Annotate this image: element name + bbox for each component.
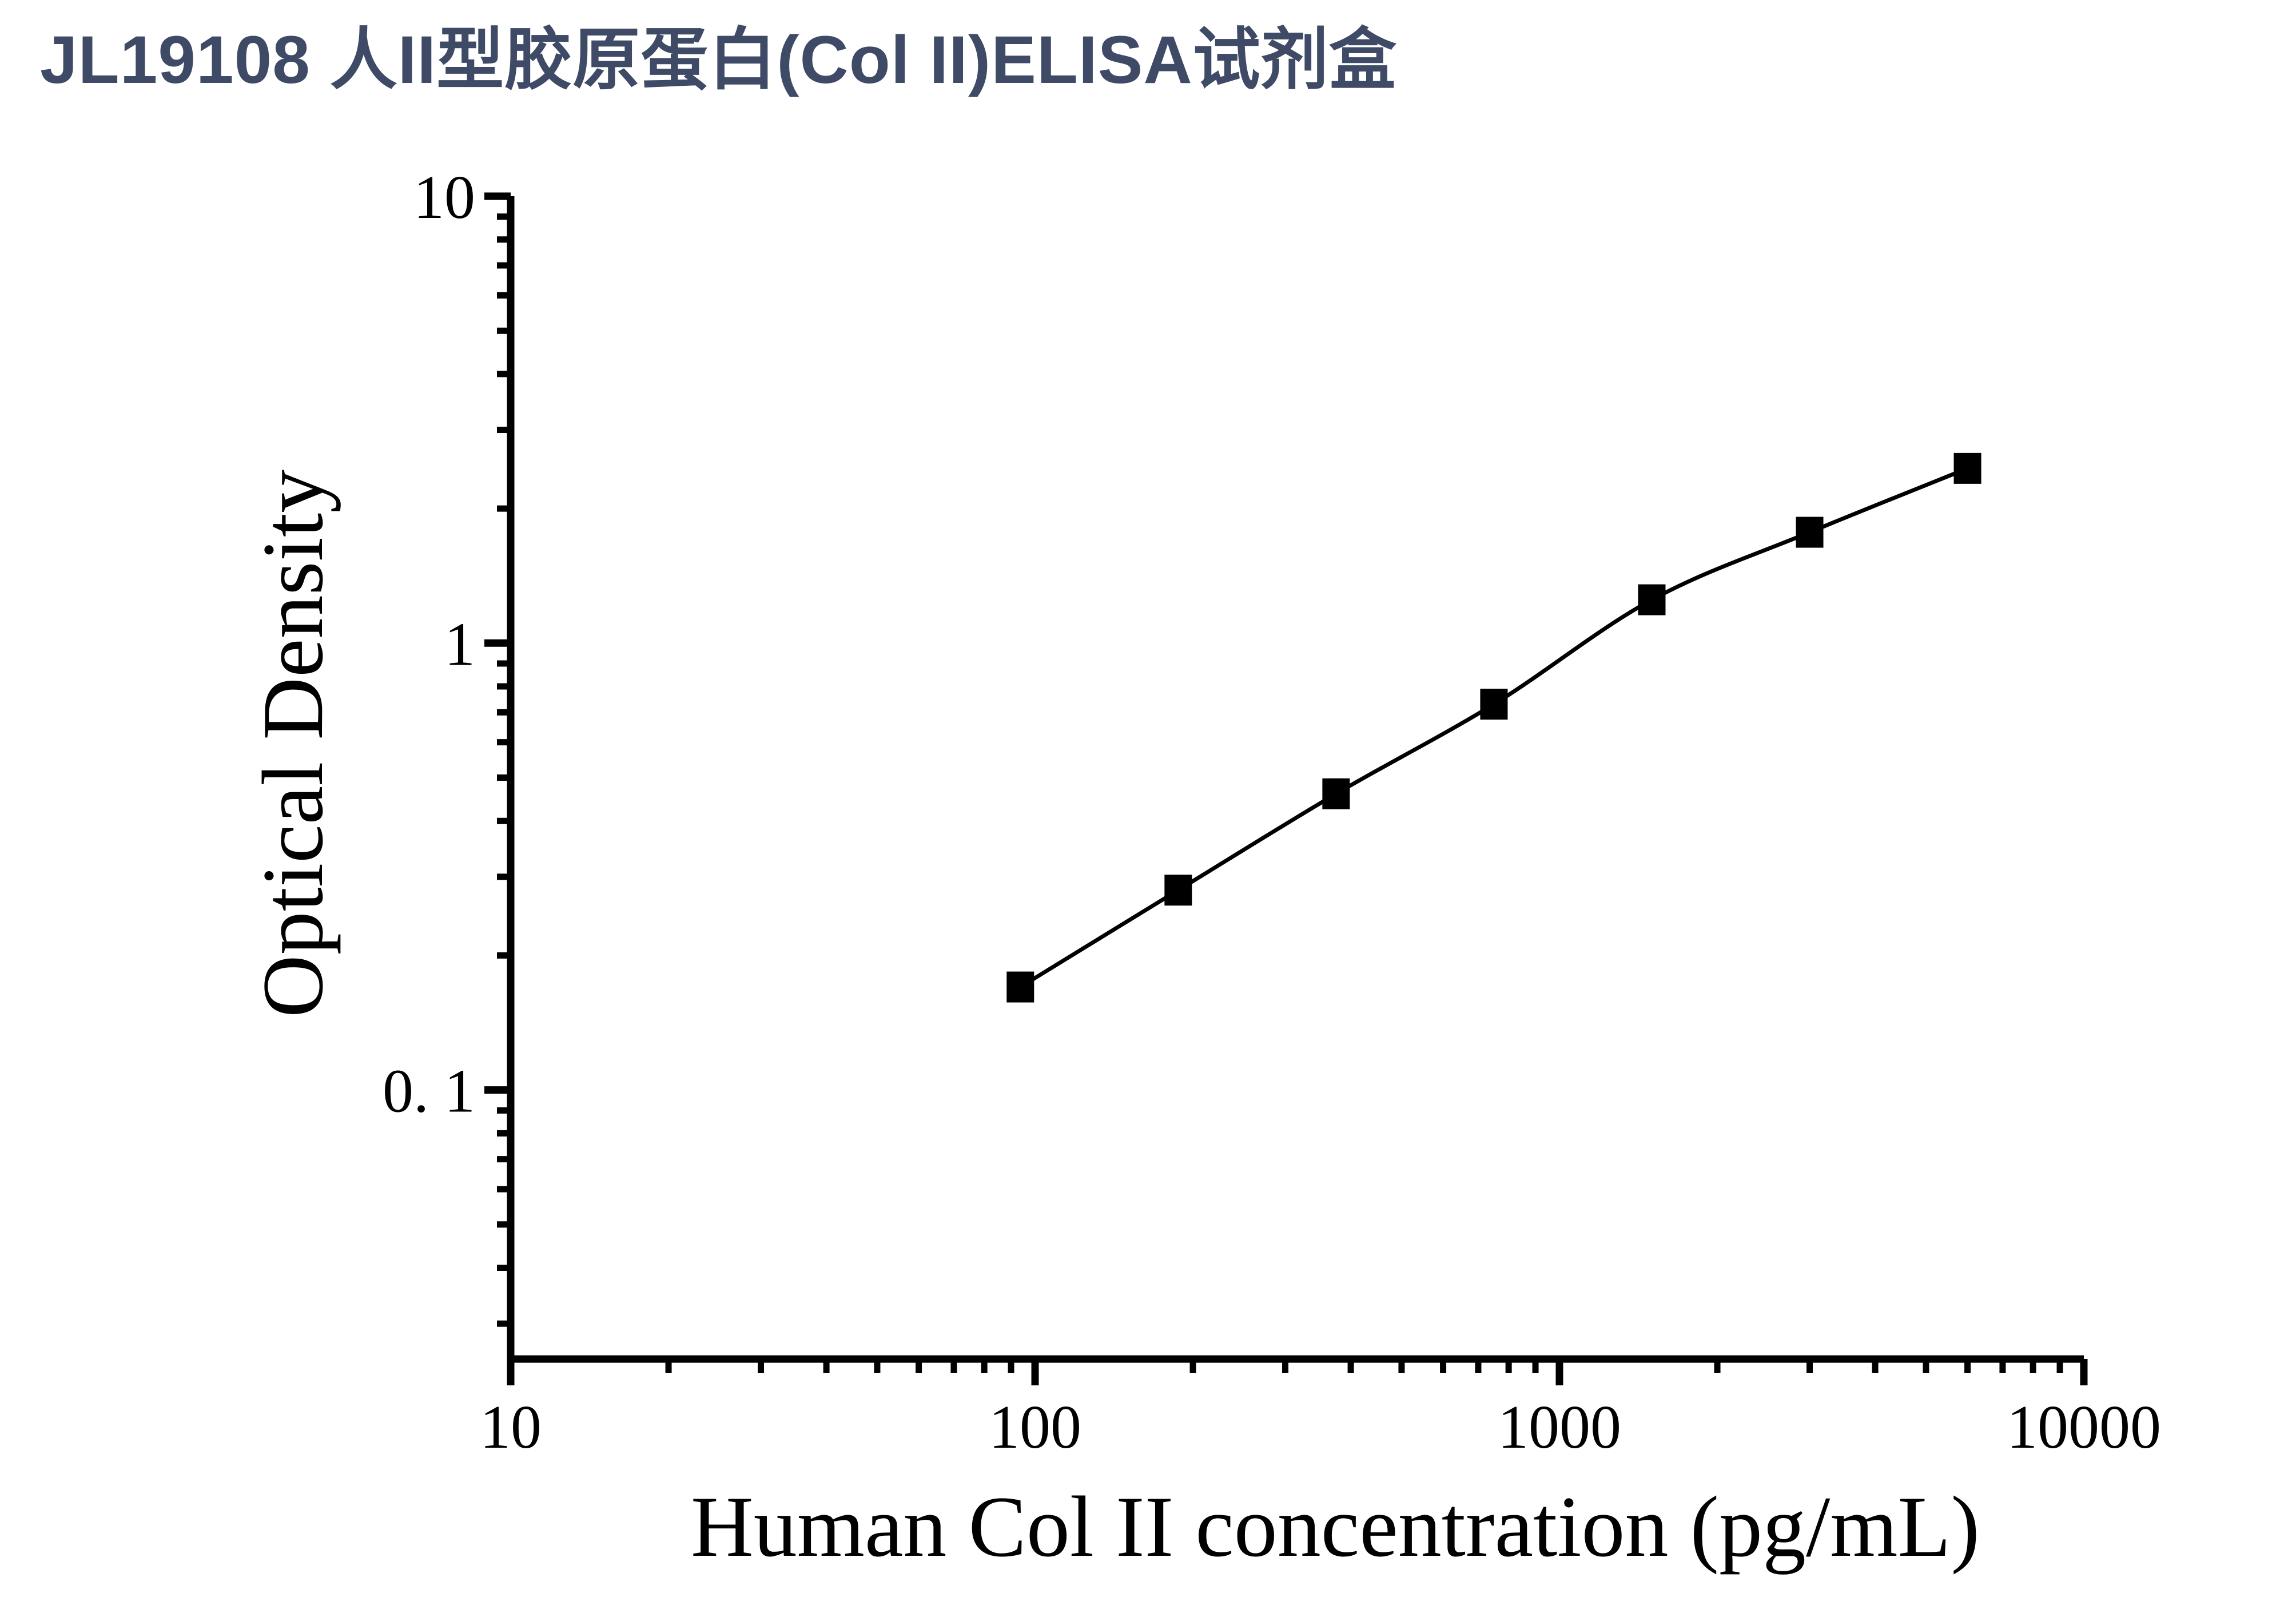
x-tick-label: 10000	[2007, 1393, 2161, 1461]
data-point-marker	[1006, 971, 1034, 1003]
data-point-marker	[1322, 778, 1350, 809]
x-axis-title: Human Col II concentration (pg/mL)	[690, 1479, 1980, 1575]
x-tick-label: 1000	[1498, 1393, 1621, 1461]
data-point-marker	[1638, 584, 1666, 615]
data-point-marker	[1164, 875, 1192, 906]
data-point-marker	[1953, 452, 1981, 484]
x-tick-label: 10	[480, 1393, 542, 1461]
curve-line	[1019, 466, 1968, 989]
data-point-marker	[1480, 689, 1508, 720]
data-point-marker	[1796, 517, 1824, 548]
x-tick-label: 100	[989, 1393, 1081, 1461]
y-axis-title: Optical Density	[245, 469, 341, 1018]
y-tick-label: 1	[444, 610, 475, 678]
page-title: JL19108 人II型胶原蛋白(Col II)ELISA试剂盒	[40, 22, 1397, 98]
y-tick-label: 0. 1	[383, 1058, 475, 1126]
y-tick-label: 10	[413, 164, 475, 232]
